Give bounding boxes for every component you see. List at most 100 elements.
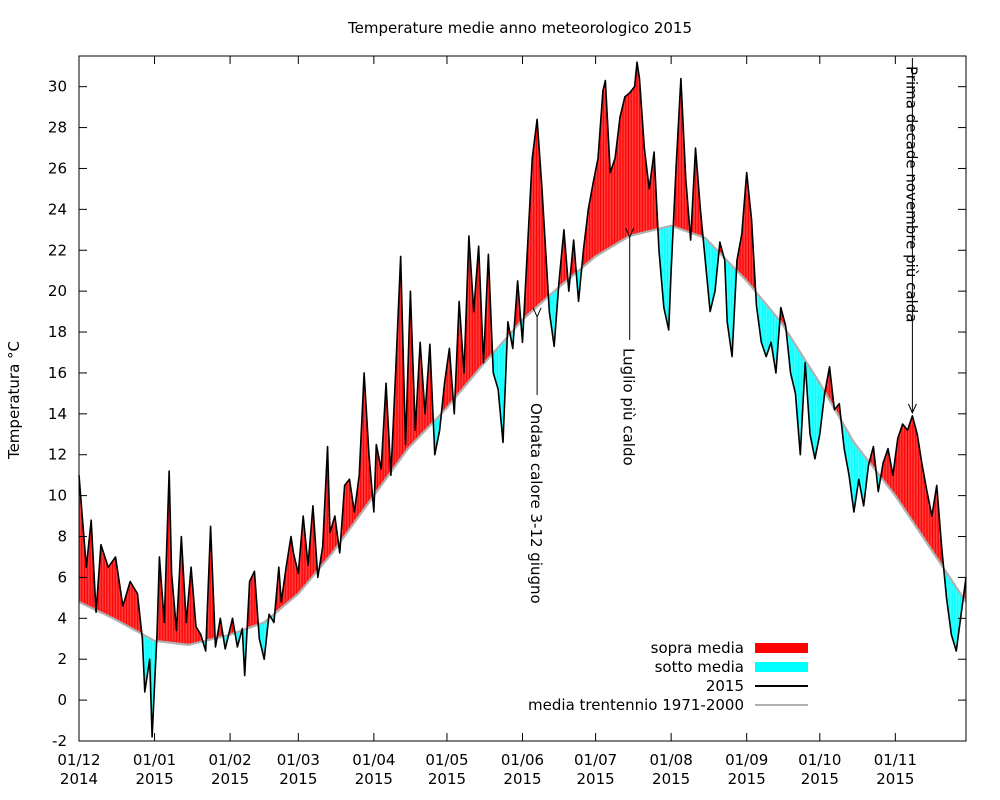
above-average-fill [609,161,611,248]
above-average-fill [904,426,906,511]
below-average-fill [668,226,669,330]
above-average-fill [632,88,633,236]
above-average-fill [333,518,335,552]
above-average-fill [89,531,90,608]
above-average-fill [540,171,542,304]
above-average-fill [124,597,126,625]
above-average-fill [133,587,135,630]
below-average-fill [851,438,853,499]
x-tick-label: 01/08 [650,751,693,769]
above-average-fill [677,134,678,229]
below-average-fill [819,382,820,438]
below-average-fill [799,350,800,448]
legend-entry: media trentennio 1971-2000 [528,696,808,714]
annotation: Ondata calore 3-12 giugno [527,307,545,604]
above-average-fill [125,593,127,626]
above-average-fill [644,148,645,233]
y-axis-label: Temperatura °C [5,341,23,460]
above-average-fill [470,264,472,380]
above-average-fill [602,90,603,253]
above-average-fill [377,450,379,491]
below-average-fill [957,589,959,642]
above-average-fill [101,546,103,614]
above-average-fill [651,165,653,231]
above-average-fill [922,464,923,537]
above-average-fill [627,93,629,238]
above-average-fill [329,530,331,556]
above-average-fill [295,563,297,596]
above-average-fill [473,302,474,377]
above-average-fill [362,398,363,512]
x-tick-label-year: 2015 [577,770,615,788]
above-average-fill [344,484,346,537]
annotation-arrowhead [907,403,917,415]
above-average-fill [474,287,476,375]
above-average-fill [903,424,904,509]
above-average-fill [122,601,123,624]
below-average-fill [949,577,951,626]
above-average-fill [920,453,921,534]
above-average-fill [378,456,380,489]
above-average-fill [191,567,192,645]
below-average-fill [844,426,846,456]
above-average-fill [647,173,648,232]
above-average-fill [530,181,532,313]
above-average-fill [740,237,742,276]
below-average-fill [146,636,147,684]
below-average-fill [551,292,553,334]
below-average-fill [854,443,856,508]
above-average-fill [932,508,934,553]
below-average-fill [948,576,950,621]
above-average-fill [181,536,182,645]
above-average-fill [400,256,402,459]
above-average-fill [593,176,595,258]
above-average-fill [286,559,288,604]
above-average-fill [910,419,912,520]
below-average-fill [817,380,819,444]
above-average-fill [110,562,112,618]
above-average-fill [531,158,533,312]
above-average-fill [889,455,890,489]
below-average-fill [810,368,812,441]
above-average-fill [291,536,292,600]
above-average-fill [470,254,471,380]
above-average-fill [287,555,288,603]
below-average-fill [847,431,849,472]
x-tick-label-year: 2015 [503,770,541,788]
below-average-fill [952,581,954,641]
above-average-fill [621,109,622,242]
above-average-fill [563,229,564,284]
above-average-fill [83,528,84,605]
below-average-fill [769,308,771,346]
above-average-fill [889,458,891,490]
above-average-fill [537,119,538,307]
above-average-fill [198,630,200,643]
below-average-fill [499,345,500,410]
above-average-fill [749,196,750,285]
above-average-fill [609,149,610,249]
x-tick-label-year: 2015 [279,770,317,788]
below-average-fill [791,338,792,379]
above-average-fill [446,361,448,408]
above-average-fill [477,254,479,372]
below-average-fill [495,349,497,384]
below-average-fill [852,440,854,508]
annotation-text: Ondata calore 3-12 giugno [527,403,545,604]
above-average-fill [909,423,910,518]
below-average-fill [760,297,762,343]
above-average-fill [747,178,748,283]
above-average-fill [936,485,938,559]
above-average-fill [80,490,81,603]
below-average-fill [859,449,860,486]
above-average-fill [386,383,387,479]
y-tick-label: 8 [57,528,67,546]
below-average-fill [855,444,857,500]
above-average-fill [743,210,744,278]
above-average-fill [593,179,594,259]
below-average-fill [845,428,847,462]
above-average-fill [130,582,132,629]
chart-title: Temperature medie anno meteorologico 201… [347,19,692,37]
below-average-fill [500,343,502,423]
above-average-fill [365,403,367,507]
x-tick-label: 01/01 [133,751,176,769]
